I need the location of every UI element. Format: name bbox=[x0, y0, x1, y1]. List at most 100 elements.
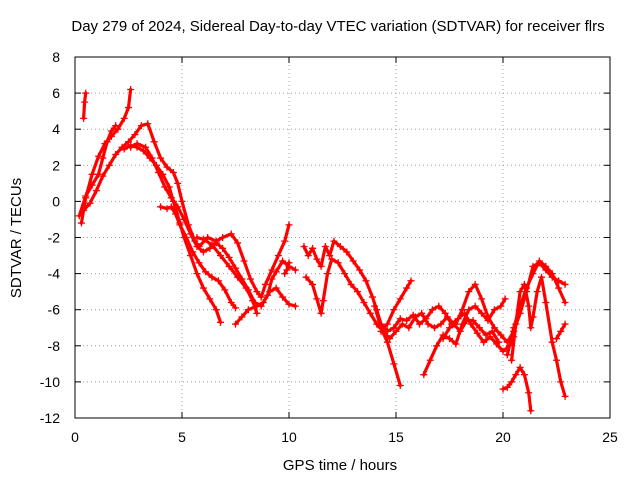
data-point bbox=[159, 170, 167, 178]
data-point bbox=[88, 170, 96, 178]
data-point bbox=[557, 378, 565, 386]
data-point bbox=[330, 237, 338, 245]
data-point bbox=[193, 243, 201, 251]
data-point bbox=[512, 371, 520, 379]
data-point bbox=[319, 297, 327, 305]
data-point bbox=[349, 257, 357, 265]
data-point bbox=[77, 219, 85, 227]
data-point bbox=[446, 324, 453, 332]
y-tick-label: 2 bbox=[52, 157, 60, 173]
data-point bbox=[291, 266, 299, 274]
data-point bbox=[326, 252, 334, 260]
data-point bbox=[535, 257, 543, 265]
data-point bbox=[503, 383, 511, 391]
data-point bbox=[202, 268, 210, 276]
data-point bbox=[169, 169, 177, 177]
data-point bbox=[195, 259, 203, 267]
data-point bbox=[420, 371, 428, 379]
data-point bbox=[157, 203, 165, 211]
data-point bbox=[137, 122, 145, 130]
data-point bbox=[525, 389, 533, 397]
data-point bbox=[95, 170, 103, 178]
data-point bbox=[424, 320, 432, 328]
data-point bbox=[538, 273, 546, 281]
data-point bbox=[178, 197, 186, 205]
data-point bbox=[249, 297, 257, 305]
data-point bbox=[527, 407, 535, 415]
data-point bbox=[206, 244, 214, 252]
data-point bbox=[172, 210, 180, 218]
data-point bbox=[291, 302, 299, 310]
data-point bbox=[80, 206, 88, 214]
data-point bbox=[131, 131, 139, 139]
data-point bbox=[246, 275, 254, 283]
data-point bbox=[482, 331, 490, 339]
x-tick-label: 20 bbox=[495, 429, 511, 445]
data-point bbox=[120, 114, 128, 122]
data-point bbox=[75, 212, 83, 220]
y-tick-label: 6 bbox=[52, 85, 60, 101]
y-tick-label: 0 bbox=[52, 193, 60, 209]
y-axis-label: SDTVAR / TECUs bbox=[8, 178, 25, 298]
data-point bbox=[167, 203, 175, 211]
data-point bbox=[478, 309, 486, 317]
data-point bbox=[208, 273, 216, 281]
data-point bbox=[458, 306, 466, 314]
series-arc-13 bbox=[371, 302, 404, 390]
axis-ticks bbox=[74, 56, 611, 419]
data-point bbox=[553, 356, 560, 364]
data-point bbox=[139, 147, 147, 155]
data-point bbox=[501, 295, 509, 303]
data-point bbox=[193, 234, 201, 241]
data-point bbox=[99, 172, 107, 180]
y-tick-label: -8 bbox=[48, 338, 61, 354]
data-point bbox=[285, 259, 293, 267]
data-point bbox=[561, 280, 569, 288]
data-point bbox=[169, 197, 177, 205]
data-point bbox=[283, 266, 291, 274]
series-line bbox=[304, 257, 501, 344]
x-tick-label: 0 bbox=[71, 429, 79, 445]
data-point bbox=[204, 234, 212, 241]
y-tick-label: -2 bbox=[48, 230, 61, 246]
x-tick-label: 10 bbox=[281, 429, 297, 445]
data-point bbox=[95, 152, 103, 160]
data-point bbox=[112, 150, 120, 158]
series-arc-15 bbox=[420, 295, 509, 379]
data-point bbox=[403, 317, 411, 325]
data-point bbox=[127, 85, 135, 93]
data-point bbox=[390, 306, 398, 314]
data-point bbox=[516, 288, 524, 296]
data-point bbox=[266, 288, 274, 296]
data-point bbox=[465, 288, 473, 296]
data-point bbox=[321, 243, 329, 251]
data-point bbox=[92, 187, 100, 195]
y-tick-labels: -12 -10 -8 -6 -4 -2 0 2 4 6 8 bbox=[40, 49, 60, 426]
data-point bbox=[390, 360, 398, 368]
data-point bbox=[272, 268, 280, 276]
data-point bbox=[313, 255, 321, 263]
series-arc-10 bbox=[281, 259, 293, 278]
data-point bbox=[426, 356, 434, 364]
data-point bbox=[219, 234, 227, 241]
data-point bbox=[555, 284, 563, 292]
data-point bbox=[557, 327, 565, 335]
series-arc-3 bbox=[75, 122, 120, 220]
data-point bbox=[542, 262, 550, 270]
data-point bbox=[80, 114, 88, 122]
x-tick-label: 15 bbox=[388, 429, 404, 445]
grid-lines bbox=[75, 57, 610, 418]
data-point bbox=[516, 363, 524, 371]
series-line bbox=[77, 124, 118, 218]
data-point bbox=[475, 324, 483, 332]
data-point bbox=[142, 143, 150, 151]
data-point bbox=[396, 315, 404, 323]
data-point bbox=[187, 252, 195, 260]
y-tick-label: 4 bbox=[52, 121, 60, 137]
data-point bbox=[82, 192, 90, 200]
data-point bbox=[452, 320, 460, 328]
data-point bbox=[405, 324, 413, 332]
data-point bbox=[99, 154, 107, 162]
data-point bbox=[199, 284, 207, 292]
